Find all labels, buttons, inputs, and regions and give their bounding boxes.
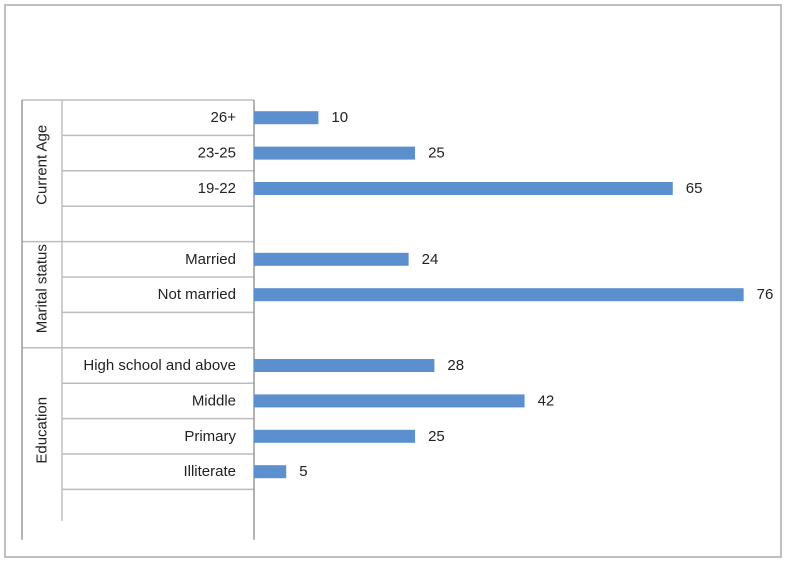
category-label: 26+ [211,109,237,126]
category-label: Married [185,251,236,268]
data-label: 65 [686,180,703,197]
bar [254,465,287,479]
data-label: 25 [428,145,445,162]
chart-frame [4,4,782,558]
category-label: 19-22 [198,180,236,197]
group-label: Education [34,397,51,464]
category-label: Illiterate [183,463,236,480]
bar [254,429,416,443]
category-label: Middle [192,392,236,409]
category-label: High school and above [83,357,236,374]
group-label: Marital status [34,244,51,333]
data-label: 76 [757,286,774,303]
bar [254,359,435,372]
category-label: Not married [158,286,236,303]
data-label: 28 [447,357,464,374]
group-label: Current Age [34,125,51,205]
data-label: 5 [299,463,307,480]
bar [254,146,416,160]
category-label: 23-25 [198,145,236,162]
data-label: 10 [331,109,348,126]
category-label: Primary [184,428,236,445]
bar [254,111,319,125]
bar [254,182,673,195]
bar [254,288,744,302]
bar [254,394,525,408]
data-label: 42 [538,392,555,409]
data-label: 24 [422,251,439,268]
data-label: 25 [428,428,445,445]
bar [254,252,409,266]
